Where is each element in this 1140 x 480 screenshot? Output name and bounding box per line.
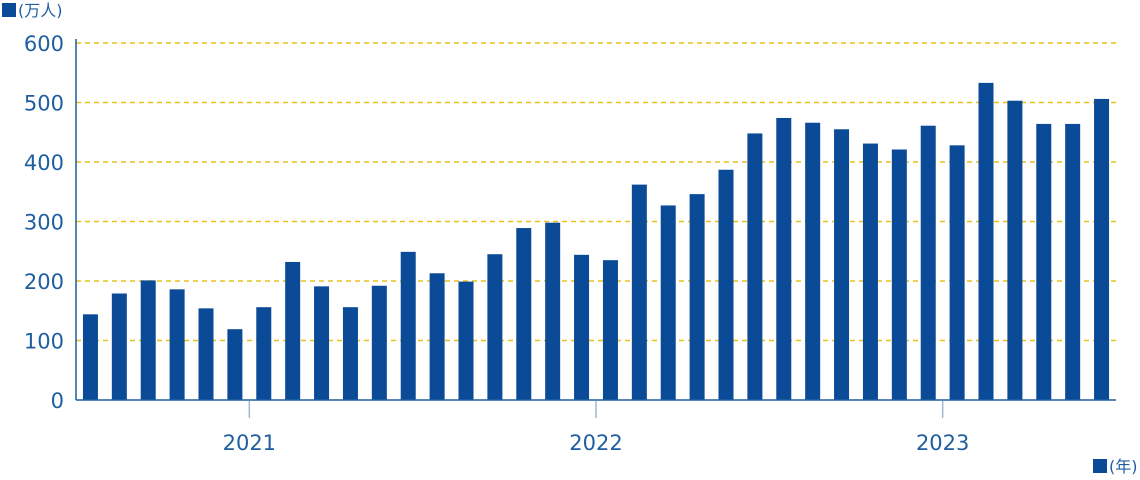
bar (198, 308, 214, 400)
y-tick-label: 200 (24, 270, 64, 294)
bar (400, 251, 416, 400)
bar (140, 280, 156, 400)
x-year-label: 2023 (916, 431, 969, 455)
x-year-label: 2022 (569, 431, 622, 455)
bar (574, 254, 590, 400)
bar (920, 125, 936, 400)
bar (834, 129, 850, 400)
bars (82, 82, 1110, 401)
bar (805, 122, 821, 400)
gridlines (76, 42, 1116, 342)
bar (1007, 100, 1023, 400)
bar (169, 289, 185, 400)
bar (776, 117, 792, 400)
bar (978, 82, 994, 401)
bar (256, 307, 272, 400)
bar (689, 194, 705, 400)
bar (660, 205, 676, 400)
bar (1036, 123, 1052, 401)
x-unit-legend-square (1093, 459, 1107, 473)
y-unit-legend-square (2, 3, 16, 17)
bar (1065, 123, 1081, 401)
y-tick-label: 0 (51, 389, 64, 413)
bar (1094, 98, 1110, 401)
bar (371, 285, 387, 400)
bar (949, 145, 965, 400)
y-tick-label: 400 (24, 151, 64, 175)
x-unit-label: (年) (1109, 457, 1138, 476)
x-year-label: 2021 (223, 431, 276, 455)
bar (314, 286, 330, 400)
bar (458, 281, 474, 400)
bar (747, 133, 763, 400)
bar (631, 184, 647, 400)
bar (111, 293, 127, 400)
bar (342, 307, 358, 400)
bar (227, 329, 243, 400)
bar (429, 273, 445, 400)
y-tick-label: 300 (24, 211, 64, 235)
y-unit-label: (万人) (18, 1, 63, 20)
y-tick-label: 500 (24, 92, 64, 116)
bar (862, 143, 878, 400)
y-axis-ticks: 0 100 200 300 400 500 600 (24, 32, 64, 413)
bar (285, 261, 301, 400)
bar (718, 169, 734, 400)
bar (545, 222, 561, 400)
x-axis-year-ticks: 2021 2022 2023 (223, 401, 969, 455)
bar (487, 254, 503, 400)
y-tick-label: 600 (24, 32, 64, 56)
bar (602, 260, 618, 400)
bar (82, 314, 98, 400)
y-tick-label: 100 (24, 330, 64, 354)
bar (891, 149, 907, 400)
bar (516, 228, 532, 400)
